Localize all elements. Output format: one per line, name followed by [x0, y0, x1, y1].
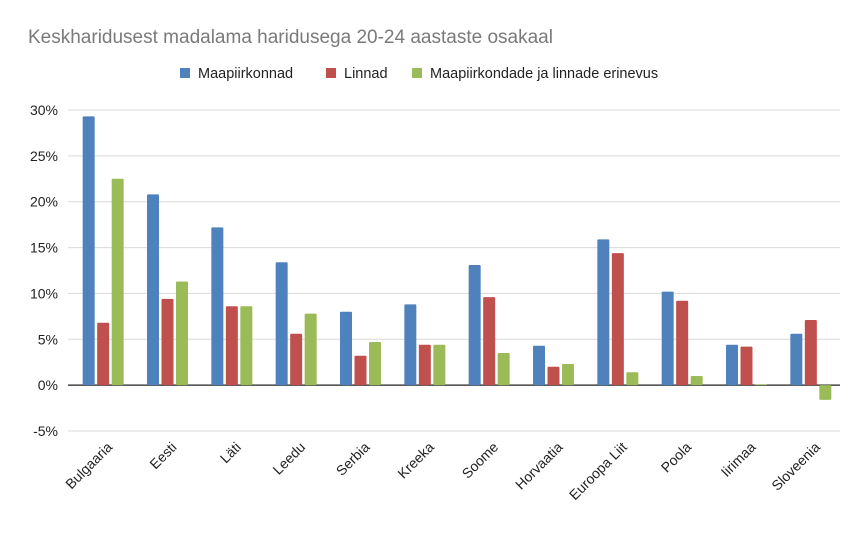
bar-erinevus — [690, 375, 703, 386]
y-tick-label: 25% — [30, 148, 58, 164]
bar-erinevus — [240, 306, 253, 386]
bar-linnad — [740, 346, 753, 386]
bar-maapiirkonnad — [211, 227, 224, 386]
bar-maapiirkonnad — [533, 345, 545, 386]
bar-maapiirkonnad — [597, 239, 610, 386]
bar-linnad — [418, 344, 431, 386]
y-tick-label: 0% — [38, 377, 58, 393]
y-axis: 30% 25% 20% 15% 10% 5% 0% -5% — [30, 102, 58, 439]
legend-swatch — [326, 68, 336, 78]
bar-linnad — [611, 253, 624, 386]
bar-linnad — [97, 322, 110, 386]
x-tick-label: Kreeka — [394, 439, 437, 482]
bar-erinevus — [433, 344, 446, 386]
bar-linnad — [676, 300, 689, 386]
bar-erinevus — [755, 384, 767, 386]
x-tick-label: Läti — [217, 439, 244, 466]
legend: Maapiirkonnad Linnad Maapiirkondade ja lin… — [180, 66, 658, 82]
bar-erinevus — [819, 385, 832, 400]
legend-swatch — [180, 68, 190, 78]
bar-linnad — [354, 355, 367, 386]
bar-linnad — [290, 333, 303, 386]
x-tick-label: Serbia — [333, 439, 373, 479]
bar-maapiirkonnad — [147, 194, 159, 386]
x-tick-label: Horvaatia — [512, 439, 566, 493]
bars — [82, 116, 832, 400]
y-tick-label: 10% — [30, 285, 58, 301]
x-tick-label: Bulgaaria — [62, 439, 115, 492]
bar-erinevus — [369, 342, 381, 386]
bar-erinevus — [176, 281, 188, 386]
x-tick-label: Soome — [459, 439, 502, 482]
bar-erinevus — [304, 313, 317, 386]
x-axis: Bulgaaria Eesti Läti Leedu Serbia Kreeka Soome… — [62, 439, 823, 503]
bar-maapiirkonnad — [275, 262, 288, 386]
y-tick-label: 30% — [30, 102, 58, 118]
bar-linnad — [225, 306, 238, 386]
bar-maapiirkonnad — [726, 344, 738, 386]
bar-erinevus — [562, 364, 574, 386]
legend-label: Maapiirkonnad — [198, 66, 293, 82]
bar-maapiirkonnad — [661, 291, 674, 386]
bar-maapiirkonnad — [340, 311, 352, 386]
y-tick-label: -5% — [33, 423, 58, 439]
bar-maapiirkonnad — [82, 116, 95, 386]
y-tick-label: 5% — [38, 331, 58, 347]
x-tick-label: Leedu — [269, 439, 308, 478]
x-tick-label: Eesti — [146, 439, 179, 472]
bar-linnad — [161, 298, 174, 386]
bar-linnad — [804, 320, 817, 386]
chart-title: Keskharidusest madalama haridusega 20-24… — [28, 27, 553, 48]
x-tick-label: Euroopa Liit — [566, 439, 630, 503]
bar-maapiirkonnad — [790, 333, 803, 386]
legend-label: Linnad — [344, 66, 388, 82]
x-tick-label: Sloveenia — [768, 439, 823, 494]
legend-swatch — [412, 68, 422, 78]
bar-erinevus — [111, 178, 124, 386]
x-tick-label: Iirimaa — [718, 439, 759, 480]
y-tick-label: 20% — [30, 194, 58, 210]
bar-maapiirkonnad — [404, 304, 417, 386]
bar-linnad — [547, 366, 560, 386]
bar-erinevus — [497, 353, 510, 386]
y-tick-label: 15% — [30, 240, 58, 256]
gridlines — [68, 109, 840, 432]
bar-linnad — [483, 297, 496, 386]
x-tick-label: Poola — [658, 439, 695, 476]
legend-label: Maapiirkondade ja linnade erinevus — [430, 66, 658, 82]
bar-maapiirkonnad — [468, 264, 481, 386]
bar-erinevus — [626, 372, 639, 386]
